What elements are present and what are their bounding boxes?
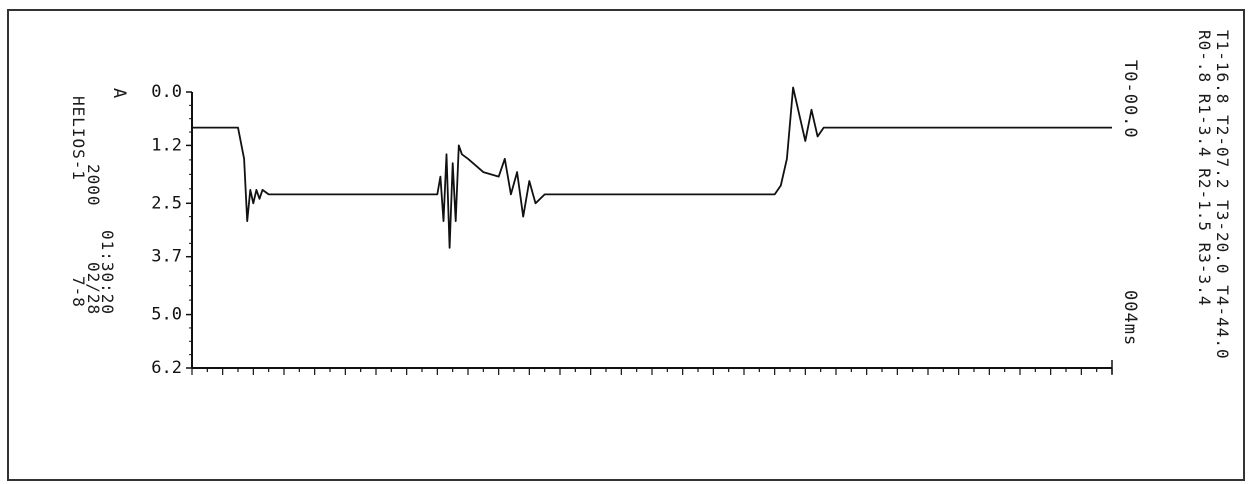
- y-tick-label: 5.0: [151, 305, 182, 325]
- outer-border: [7, 9, 1245, 481]
- header-line-2: R0-.8 R1-3.4 R2-1.5 R3-3.4: [1195, 30, 1214, 307]
- info-channel: 7-8: [69, 276, 88, 308]
- axis-letter-label: A: [109, 88, 129, 100]
- time-unit-label: 004ms: [1120, 290, 1140, 347]
- y-tick-label: 2.5: [151, 193, 182, 213]
- y-tick-label: 6.2: [151, 358, 182, 378]
- y-tick-label: 0.0: [151, 82, 182, 102]
- y-tick-label: 1.2: [151, 135, 182, 155]
- y-tick-label: 3.7: [151, 247, 182, 267]
- t0-label: T0-00.0: [1120, 60, 1140, 139]
- header-line-1: T1-16.8 T2-07.2 T3-20.0 T4-44.0: [1213, 30, 1232, 360]
- series-line: [192, 86, 1112, 249]
- info-device: HELIOS-1: [69, 96, 88, 182]
